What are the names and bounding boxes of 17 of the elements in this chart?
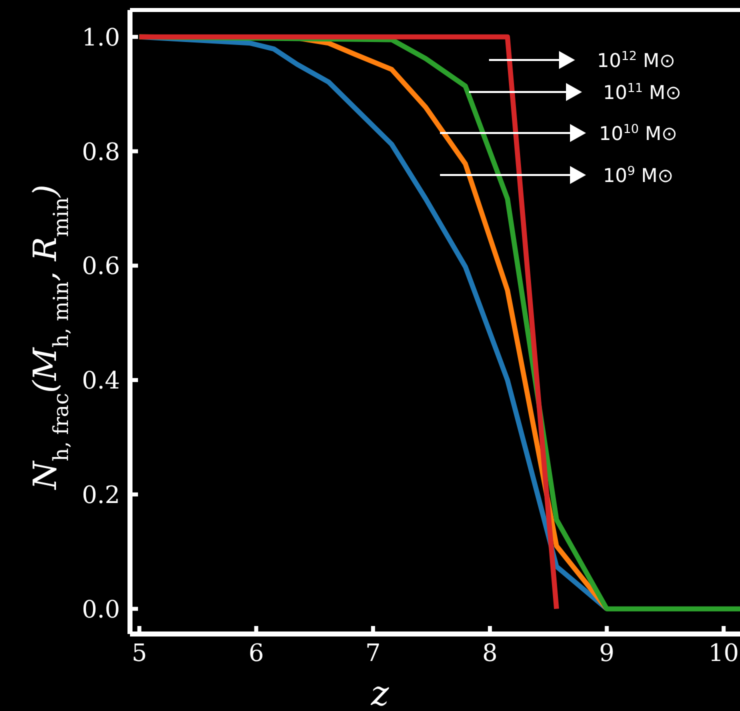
x-tick-label: 8 xyxy=(482,639,498,668)
x-axis-title: z xyxy=(370,674,390,711)
x-tick-label: 7 xyxy=(365,639,381,668)
x-tick-label: 9 xyxy=(599,639,614,668)
y-tick-label: 0.0 xyxy=(82,595,120,624)
annotation: 10$^{9}$ M⊙ xyxy=(603,164,674,187)
y-tick-label: 0.8 xyxy=(82,138,120,166)
annotation: 10$^{11}$ M⊙ xyxy=(603,81,682,104)
y-tick-label: 0.6 xyxy=(82,252,120,280)
x-tick-label: 5 xyxy=(132,639,147,668)
annotation: 10$^{10}$ M⊙ xyxy=(599,122,678,145)
y-tick-label: 0.2 xyxy=(82,480,120,509)
x-tick-label: 6 xyxy=(248,639,264,668)
y-tick-label: 0.4 xyxy=(82,366,120,395)
x-tick-label: 10 xyxy=(708,639,739,668)
annotation: 10$^{12}$ M⊙ xyxy=(597,49,676,72)
y-tick-label: 1.0 xyxy=(82,23,120,52)
